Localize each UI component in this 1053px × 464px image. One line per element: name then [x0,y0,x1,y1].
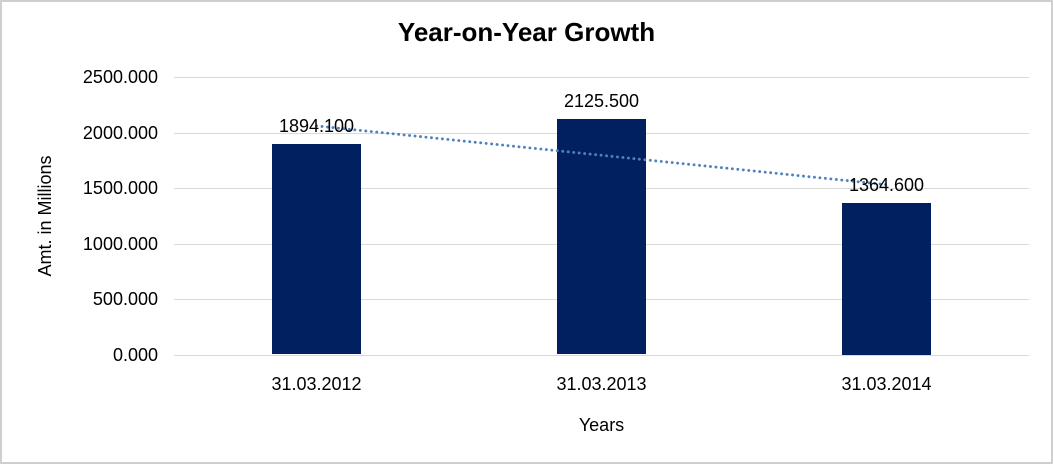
y-axis-title: Amt. in Millions [35,155,55,277]
chart-title: Year-on-Year Growth [397,17,656,47]
gridline [174,77,1029,78]
y-tick-label: 2500.000 [82,67,158,87]
bar [272,144,361,355]
bar [842,203,931,355]
bar-value-label: 2125.500 [563,90,640,111]
x-category-label: 31.03.2014 [841,374,932,394]
bar [557,118,646,355]
x-axis-title: Years [578,415,625,435]
y-tick-label: 1500.000 [82,178,158,198]
y-tick-label: 1000.000 [82,233,158,254]
y-tick-label: 500.000 [92,289,158,309]
x-category-label: 31.03.2012 [271,374,362,394]
bar-value-label: 1894.100 [278,116,355,137]
gridline [174,354,1029,356]
y-tick-label: 2000.000 [82,122,158,143]
y-tick-label: 0.000 [112,344,158,365]
bar-value-label: 1364.600 [848,175,925,195]
x-category-label: 31.03.2013 [556,374,647,394]
